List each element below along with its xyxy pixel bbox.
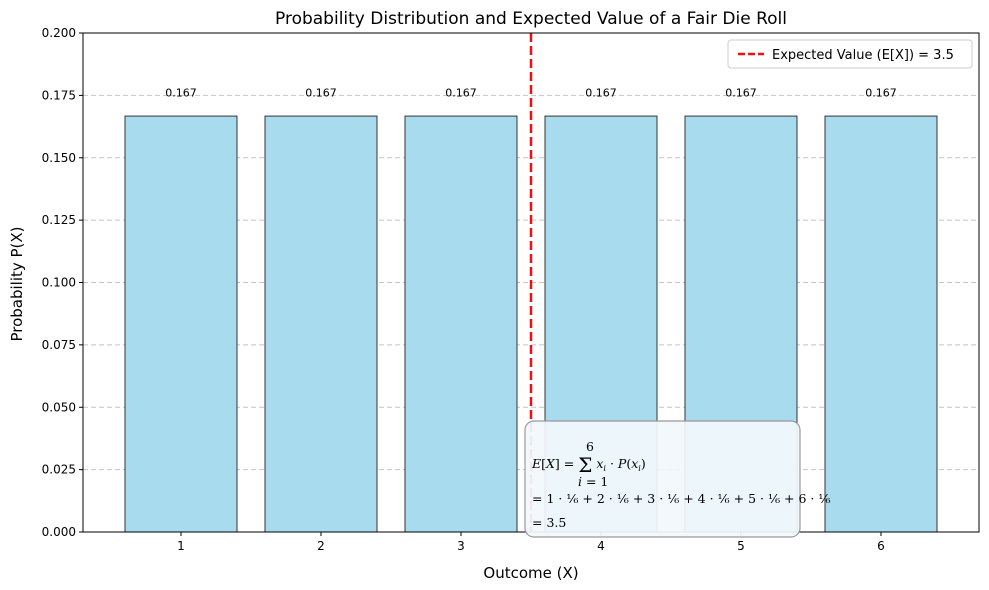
- legend-entry-expected-value: Expected Value (E[X]) = 3.5: [772, 48, 954, 63]
- y-tick-label: 0.100: [42, 276, 76, 290]
- bar-value-labels: 0.167 0.167 0.167 0.167 0.167 0.167: [165, 87, 897, 100]
- x-axis-label: Outcome (X): [483, 564, 578, 582]
- y-tick-label: 0.025: [42, 463, 76, 477]
- bar-outcome-1: [124, 115, 238, 533]
- bar-value-label: 0.167: [725, 87, 757, 100]
- formula-line-2: = 1 · ⅙ + 2 · ⅙ + 3 · ⅙ + 4 · ⅙ + 5 · ⅙ …: [532, 491, 830, 506]
- chart-title: Probability Distribution and Expected Va…: [275, 9, 787, 29]
- bar-value-label: 0.167: [445, 87, 477, 100]
- legend: Expected Value (E[X]) = 3.5: [727, 39, 973, 69]
- x-tick-label: 1: [177, 539, 185, 553]
- y-tick-label: 0.000: [42, 525, 76, 539]
- bar-outcome-2: [264, 115, 378, 533]
- formula-line-3: = 3.5: [532, 515, 566, 530]
- formula-sum-upper: 6: [586, 439, 594, 454]
- y-tick-label: 0.175: [42, 88, 76, 102]
- x-tick-label: 3: [457, 539, 465, 553]
- formula-sum-lower: i = 1: [578, 474, 608, 489]
- formula-line-1: E[X] = Σ xi · P(xi): [531, 453, 646, 477]
- y-axis: 0.000 0.025 0.050 0.075 0.100 0.125 0.150 0.175…: [42, 26, 83, 539]
- y-tick-label: 0.125: [42, 213, 76, 227]
- x-tick-label: 6: [877, 539, 885, 553]
- bar-value-label: 0.167: [865, 87, 897, 100]
- bar-outcome-3: [404, 115, 518, 533]
- bar-value-label: 0.167: [585, 87, 617, 100]
- expected-value-formula-box: E[X] = Σ xi · P(xi) 6 i = 1 = 1 · ⅙ + 2 …: [524, 420, 830, 538]
- bar-value-label: 0.167: [305, 87, 337, 100]
- y-axis-label: Probability P(X): [8, 226, 26, 341]
- x-tick-label: 4: [597, 539, 605, 553]
- bar-outcome-6: [824, 115, 938, 533]
- bar-value-label: 0.167: [165, 87, 197, 100]
- y-tick-label: 0.150: [42, 151, 76, 165]
- x-tick-label: 2: [317, 539, 325, 553]
- y-tick-label: 0.050: [42, 400, 76, 414]
- x-tick-label: 5: [737, 539, 745, 553]
- y-tick-label: 0.200: [42, 26, 76, 40]
- y-tick-label: 0.075: [42, 338, 76, 352]
